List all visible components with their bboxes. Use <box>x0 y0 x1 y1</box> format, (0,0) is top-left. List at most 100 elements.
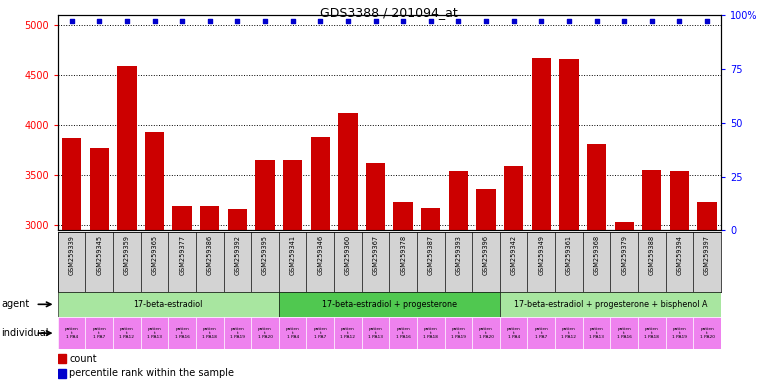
Bar <box>251 232 279 292</box>
Text: GSM259394: GSM259394 <box>676 235 682 275</box>
Bar <box>611 232 638 292</box>
Bar <box>140 318 168 349</box>
Bar <box>417 318 445 349</box>
Point <box>507 18 520 24</box>
Bar <box>421 209 440 384</box>
Text: GSM259397: GSM259397 <box>704 235 710 275</box>
Bar <box>168 318 196 349</box>
Text: patien
t
1 PA16: patien t 1 PA16 <box>396 327 411 339</box>
Bar <box>224 318 251 349</box>
Text: patien
t
1 PA13: patien t 1 PA13 <box>368 327 383 339</box>
Text: GSM259361: GSM259361 <box>566 235 572 275</box>
Bar <box>698 202 717 384</box>
Bar <box>306 232 334 292</box>
Bar <box>693 232 721 292</box>
Bar <box>196 232 224 292</box>
Text: patien
t
1 PA20: patien t 1 PA20 <box>258 327 272 339</box>
Bar <box>173 206 192 384</box>
Bar <box>311 137 330 384</box>
Bar <box>168 232 196 292</box>
Bar <box>113 232 140 292</box>
Point <box>176 18 188 24</box>
Bar <box>611 318 638 349</box>
Text: agent: agent <box>2 299 30 310</box>
Bar <box>334 318 362 349</box>
Bar <box>472 232 500 292</box>
Text: patien
t
1 PA20: patien t 1 PA20 <box>479 327 493 339</box>
Bar <box>389 318 417 349</box>
Text: GSM259396: GSM259396 <box>483 235 489 275</box>
Text: patien
t
1 PA12: patien t 1 PA12 <box>120 327 134 339</box>
Text: patien
t
1 PA18: patien t 1 PA18 <box>202 327 217 339</box>
Bar <box>366 163 386 384</box>
Bar <box>58 354 66 363</box>
Text: GSM259386: GSM259386 <box>207 235 213 275</box>
Bar <box>417 232 445 292</box>
Text: patien
t
1 PA13: patien t 1 PA13 <box>147 327 162 339</box>
Text: GSM259387: GSM259387 <box>428 235 434 275</box>
Bar <box>555 318 583 349</box>
Bar <box>362 232 389 292</box>
Bar <box>583 318 611 349</box>
Bar <box>638 318 665 349</box>
Bar <box>86 232 113 292</box>
Point <box>66 18 78 24</box>
Text: 17-beta-estradiol + progesterone + bisphenol A: 17-beta-estradiol + progesterone + bisph… <box>513 300 707 309</box>
Bar <box>504 166 524 384</box>
Bar <box>614 222 634 384</box>
Bar <box>583 232 611 292</box>
Bar <box>279 318 306 349</box>
Text: GSM259345: GSM259345 <box>96 235 103 275</box>
Point <box>397 18 409 24</box>
Point <box>121 18 133 24</box>
Text: patien
t
1 PA18: patien t 1 PA18 <box>423 327 438 339</box>
Point <box>673 18 685 24</box>
Point <box>535 18 547 24</box>
Bar <box>224 232 251 292</box>
Bar <box>389 232 417 292</box>
Text: GSM259346: GSM259346 <box>318 235 323 275</box>
Bar <box>283 161 302 384</box>
Point <box>645 18 658 24</box>
Bar <box>338 113 358 384</box>
Text: GSM259360: GSM259360 <box>345 235 351 275</box>
Bar <box>476 189 496 384</box>
Text: GSM259377: GSM259377 <box>179 235 185 275</box>
Bar <box>227 209 247 384</box>
Text: patien
t
1 PA16: patien t 1 PA16 <box>175 327 190 339</box>
Point <box>369 18 382 24</box>
Bar <box>113 318 140 349</box>
Bar <box>334 232 362 292</box>
Bar <box>665 232 693 292</box>
Bar <box>527 232 555 292</box>
Point <box>701 18 713 24</box>
Text: patien
t
1 PA18: patien t 1 PA18 <box>645 327 659 339</box>
Bar <box>306 318 334 349</box>
Text: GSM259339: GSM259339 <box>69 235 75 275</box>
Bar <box>638 232 665 292</box>
Bar <box>445 232 472 292</box>
Text: GDS3388 / 201094_at: GDS3388 / 201094_at <box>321 6 458 19</box>
Text: GSM259349: GSM259349 <box>538 235 544 275</box>
Text: patien
t
1 PA4: patien t 1 PA4 <box>65 327 79 339</box>
Text: 17-beta-estradiol + progesterone: 17-beta-estradiol + progesterone <box>322 300 457 309</box>
Bar <box>145 132 164 384</box>
Text: patien
t
1 PA12: patien t 1 PA12 <box>561 327 577 339</box>
Text: count: count <box>69 354 97 364</box>
Bar <box>527 318 555 349</box>
Point <box>231 18 244 24</box>
Text: patien
t
1 PA7: patien t 1 PA7 <box>313 327 327 339</box>
Point <box>453 18 465 24</box>
Point <box>480 18 492 24</box>
Bar <box>86 318 113 349</box>
Bar <box>279 232 306 292</box>
Point <box>148 18 160 24</box>
Point <box>287 18 299 24</box>
Bar <box>693 318 721 349</box>
Bar <box>532 58 551 384</box>
Bar <box>559 60 578 384</box>
Text: GSM259379: GSM259379 <box>621 235 627 275</box>
Bar <box>255 161 274 384</box>
Text: percentile rank within the sample: percentile rank within the sample <box>69 368 234 378</box>
Bar <box>500 232 527 292</box>
